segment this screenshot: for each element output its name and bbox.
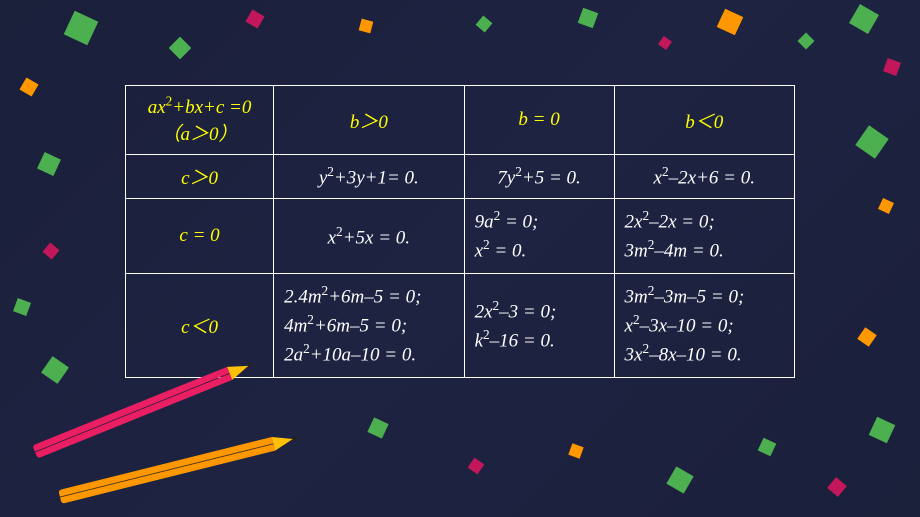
- confetti-square: [359, 19, 374, 34]
- confetti-square: [43, 243, 60, 260]
- confetti-square: [37, 152, 61, 176]
- cell-2-2: 3m2–3m–5 = 0;x2–3x–10 = 0;3x2–8x–10 = 0.: [614, 274, 794, 378]
- confetti-square: [578, 8, 599, 29]
- header-b-negative: b＜0: [614, 86, 794, 155]
- cell-1-1: 9a2 = 0;x2 = 0.: [464, 199, 614, 274]
- confetti-square: [658, 36, 672, 50]
- cell-1-0: x2+5x = 0.: [274, 199, 465, 274]
- pencil: [32, 367, 232, 459]
- cell-2-0: 2.4m2+6m–5 = 0;4m2+6m–5 = 0;2a2+10a–10 =…: [274, 274, 465, 378]
- confetti-square: [827, 477, 847, 497]
- header-b-positive: b＞0: [274, 86, 465, 155]
- cell-1-2: 2x2–2x = 0;3m2–4m = 0.: [614, 199, 794, 274]
- header-formula: ax2+bx+c =0 （a＞0）: [126, 86, 274, 155]
- confetti-square: [857, 327, 876, 346]
- confetti-square: [19, 77, 38, 96]
- confetti-square: [883, 58, 901, 76]
- confetti-square: [64, 11, 99, 46]
- confetti-square: [568, 443, 583, 458]
- confetti-square: [855, 125, 888, 158]
- confetti-square: [717, 9, 744, 36]
- cell-2-1: 2x2–3 = 0;k2–16 = 0.: [464, 274, 614, 378]
- confetti-square: [169, 37, 192, 60]
- cell-0-2: x2–2x+6 = 0.: [614, 155, 794, 199]
- formula-line2: （a＞0）: [162, 124, 238, 145]
- confetti-square: [476, 16, 493, 33]
- confetti-square: [468, 458, 485, 475]
- formula-line1: ax2+bx+c =0: [148, 97, 252, 118]
- confetti-square: [798, 33, 815, 50]
- pencil: [58, 437, 275, 504]
- confetti-square: [13, 298, 31, 316]
- cell-0-1: 7y2+5 = 0.: [464, 155, 614, 199]
- confetti-square: [245, 9, 264, 28]
- confetti-square: [41, 356, 69, 384]
- confetti-square: [869, 417, 896, 444]
- equations-table: ax2+bx+c =0 （a＞0） b＞0 b = 0 b＜0 c＞0 y2+3…: [125, 85, 795, 378]
- row-c-positive-label: c＞0: [126, 155, 274, 199]
- confetti-square: [666, 466, 693, 493]
- confetti-square: [878, 198, 894, 214]
- confetti-square: [758, 438, 777, 457]
- confetti-square: [367, 417, 388, 438]
- header-b-zero: b = 0: [464, 86, 614, 155]
- confetti-square: [849, 4, 879, 34]
- row-c-zero-label: c = 0: [126, 199, 274, 274]
- cell-0-0: y2+3y+1= 0.: [274, 155, 465, 199]
